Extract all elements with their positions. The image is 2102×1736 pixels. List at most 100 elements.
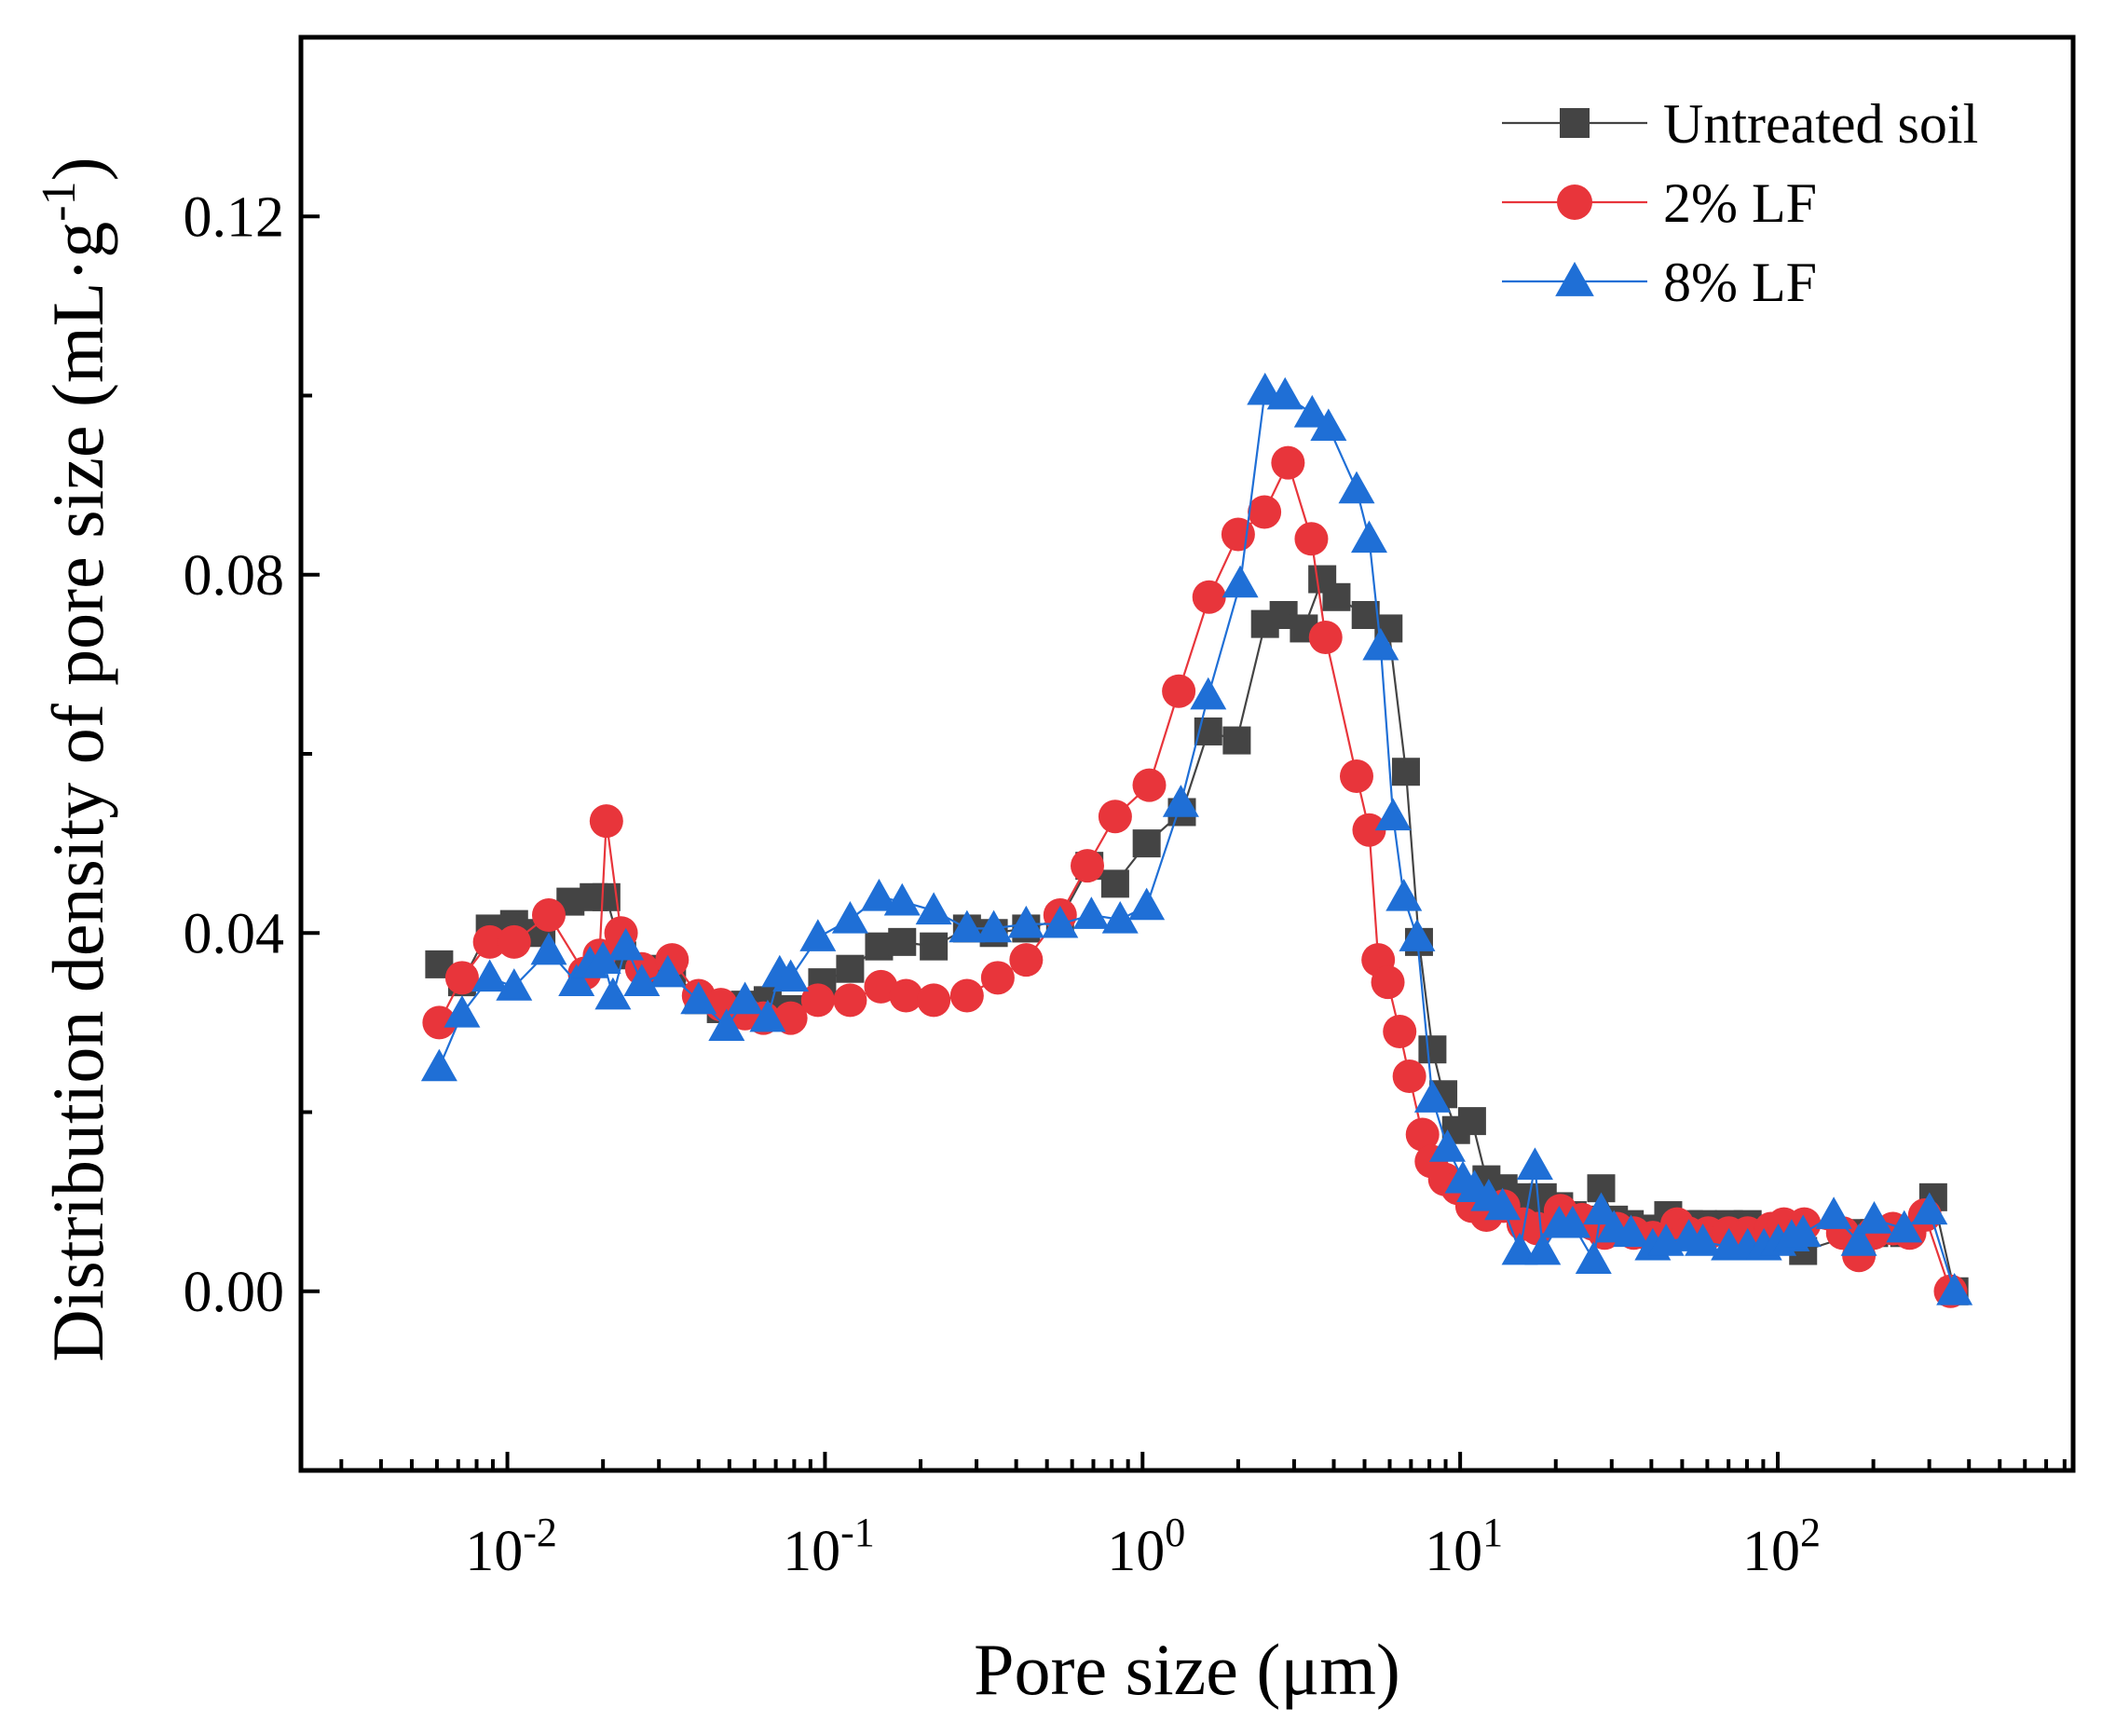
data-point xyxy=(1855,1201,1892,1234)
data-point xyxy=(1457,1107,1486,1136)
legend-label: 2% LF xyxy=(1663,172,1817,234)
data-point xyxy=(1042,905,1079,938)
data-point xyxy=(1374,798,1412,831)
y-axis-title-superscript: -1 xyxy=(33,181,86,221)
data-point xyxy=(949,978,984,1013)
data-point xyxy=(1271,445,1305,480)
data-point xyxy=(920,932,949,961)
x-tick-base: 10 xyxy=(783,1520,840,1583)
data-point xyxy=(883,882,921,916)
data-point xyxy=(472,924,507,959)
data-point xyxy=(1911,1192,1948,1225)
x-tick-label: 100 xyxy=(1107,1510,1185,1583)
data-point xyxy=(1221,517,1255,552)
data-point xyxy=(589,804,623,839)
data-point xyxy=(1501,1232,1538,1265)
data-point xyxy=(1293,394,1331,428)
data-point xyxy=(1405,1117,1440,1152)
legend-marker xyxy=(1560,108,1590,138)
data-point xyxy=(1484,1187,1522,1221)
x-tick-base: 10 xyxy=(1107,1520,1165,1583)
legend-label: 8% LF xyxy=(1663,252,1817,313)
data-point xyxy=(680,981,717,1015)
data-point xyxy=(1784,1214,1822,1248)
x-tick-base: 10 xyxy=(1425,1520,1482,1583)
data-point xyxy=(444,961,479,995)
x-tick-exponent: 1 xyxy=(1482,1510,1503,1555)
series-1 xyxy=(422,445,1968,1308)
y-tick-label: 0.00 xyxy=(184,1261,285,1324)
x-tick-label: 101 xyxy=(1425,1510,1503,1583)
x-tick-exponent: -1 xyxy=(840,1510,875,1555)
data-point xyxy=(888,927,917,956)
data-point xyxy=(727,981,764,1015)
data-point xyxy=(1101,901,1139,934)
data-point xyxy=(833,983,867,1018)
data-point xyxy=(799,919,837,951)
series-0 xyxy=(425,565,1969,1305)
legend-marker xyxy=(1557,185,1592,220)
data-point xyxy=(1385,879,1423,911)
series-line xyxy=(438,390,1956,1292)
data-point xyxy=(530,932,567,965)
data-point xyxy=(708,1008,745,1042)
y-tick-label: 0.04 xyxy=(184,902,285,965)
data-point xyxy=(1308,621,1343,655)
data-point xyxy=(1222,565,1259,598)
data-point xyxy=(1322,582,1351,611)
data-point xyxy=(558,964,595,996)
data-point xyxy=(976,909,1013,943)
data-point xyxy=(1685,1223,1722,1256)
y-axis-title: Distribution density of pore size (mL·g-… xyxy=(33,157,118,1361)
data-point xyxy=(649,954,687,988)
data-point xyxy=(1383,1014,1417,1048)
data-point xyxy=(1338,471,1375,504)
data-point xyxy=(584,941,621,974)
legend-marker xyxy=(1555,261,1594,296)
x-tick-exponent: 0 xyxy=(1165,1510,1185,1555)
data-point xyxy=(949,909,986,943)
data-point xyxy=(1371,965,1405,1000)
data-point xyxy=(1100,869,1129,898)
data-point xyxy=(444,994,481,1028)
y-tick-label: 0.12 xyxy=(184,185,285,249)
legend: Untreated soil 2% LF 8% LF xyxy=(1502,93,1978,313)
data-point xyxy=(1310,408,1347,441)
data-point xyxy=(1575,1241,1612,1274)
data-point xyxy=(836,954,865,983)
data-point xyxy=(420,1048,457,1082)
data-point xyxy=(607,927,645,961)
data-point xyxy=(1612,1214,1649,1248)
data-point xyxy=(1007,905,1044,938)
data-point xyxy=(1392,1059,1426,1094)
data-point xyxy=(1516,1147,1553,1181)
data-point xyxy=(1098,800,1132,834)
data-point xyxy=(1132,768,1167,802)
x-tick-label: 10-2 xyxy=(465,1510,557,1583)
data-point xyxy=(860,879,897,911)
data-point xyxy=(1352,813,1386,847)
x-tick-exponent: 2 xyxy=(1800,1510,1821,1555)
data-point xyxy=(1418,1035,1447,1064)
x-tick-label: 102 xyxy=(1742,1510,1821,1583)
data-point xyxy=(1815,1196,1852,1229)
data-point xyxy=(1248,495,1282,529)
data-point xyxy=(1524,1232,1562,1265)
data-point xyxy=(800,983,835,1018)
data-point xyxy=(1339,759,1373,794)
data-point xyxy=(497,924,531,959)
data-point xyxy=(1413,1080,1451,1113)
data-point xyxy=(496,968,533,1001)
data-point xyxy=(1350,520,1387,554)
series-2 xyxy=(420,372,1973,1305)
x-tick-base: 10 xyxy=(465,1520,523,1583)
data-point xyxy=(1399,919,1436,951)
data-point xyxy=(1294,522,1329,556)
data-point xyxy=(1070,849,1104,883)
data-point xyxy=(772,959,810,992)
data-point xyxy=(1429,1129,1467,1162)
data-point xyxy=(1554,1205,1591,1238)
data-point xyxy=(1362,627,1399,661)
